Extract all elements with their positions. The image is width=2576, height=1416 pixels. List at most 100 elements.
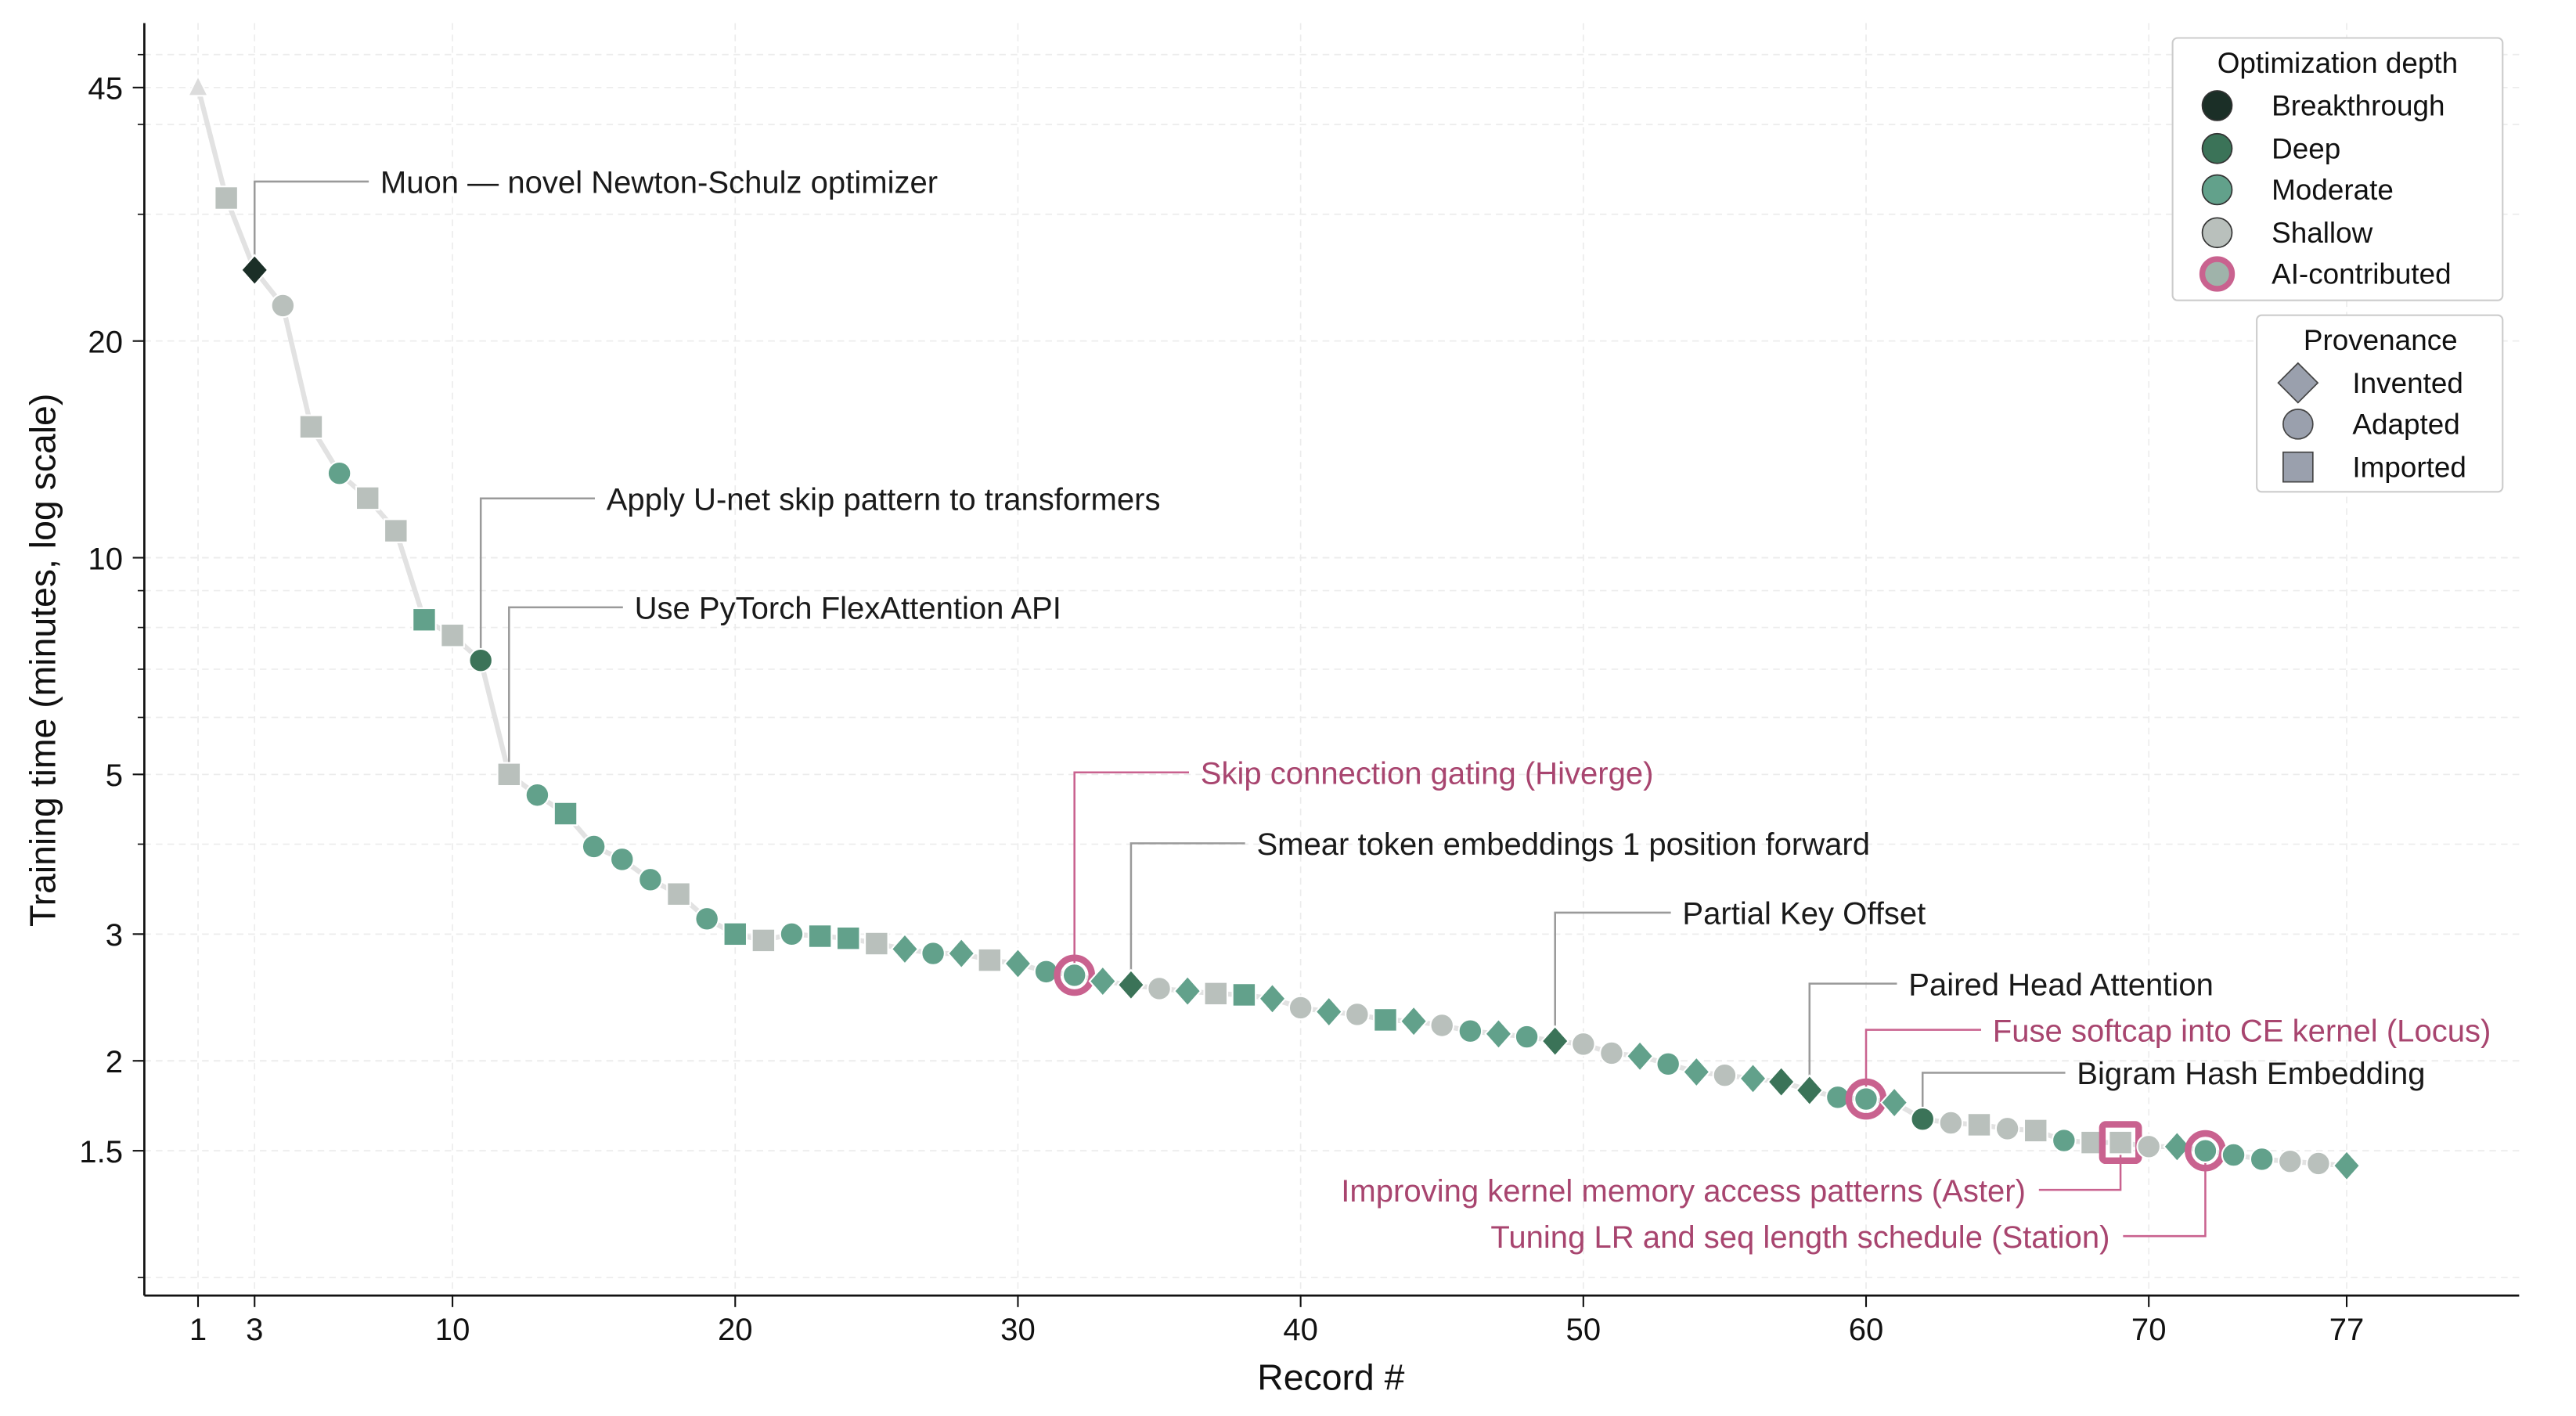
data-point-circle: [1514, 1024, 1540, 1050]
data-point-diamond: [1540, 1025, 1569, 1057]
legend-label: AI-contributed: [2272, 258, 2452, 290]
data-point-square: [384, 518, 409, 543]
annotation-label: Tuning LR and seq length schedule (Stati…: [1490, 1220, 2109, 1255]
data-point-diamond: [946, 937, 976, 970]
legend-label: Shallow: [2272, 217, 2373, 249]
annotations: Muon — novel Newton-Schulz optimizer Appl…: [253, 166, 2491, 1255]
x-axis-label: Record #: [1257, 1357, 1404, 1397]
y-tick-label: 3: [106, 918, 123, 953]
data-point-diamond: [240, 254, 269, 286]
data-point-circle: [1457, 1018, 1483, 1044]
annotation-label: Fuse softcap into CE kernel (Locus): [1993, 1014, 2491, 1048]
y-tick-label: 5: [106, 758, 123, 793]
data-point-square: [214, 186, 239, 211]
data-point-diamond: [1173, 975, 1202, 1007]
data-point-circle: [1910, 1106, 1936, 1132]
data-point-square: [666, 881, 691, 906]
data-point-circle: [468, 647, 494, 673]
y-tick-label: 20: [88, 325, 123, 359]
legend-provenance: Provenance Invented Adapted Imported: [2256, 314, 2504, 493]
x-tick-label: 70: [2131, 1313, 2167, 1347]
data-point-diamond: [2163, 1130, 2192, 1163]
x-tick-label: 77: [2329, 1313, 2365, 1347]
data-point-square: [355, 485, 380, 511]
data-point-circle: [1345, 1002, 1370, 1027]
annotation-leader: [1864, 1029, 1982, 1100]
data-point-square: [835, 925, 861, 951]
annotation-label: Partial Key Offset: [1682, 897, 1926, 931]
annotation-label: Improving kernel memory access patterns …: [1341, 1174, 2026, 1209]
x-tick-label: 3: [246, 1313, 263, 1347]
legend-marker-shallow: [2201, 217, 2233, 249]
data-point-circle: [609, 847, 635, 872]
data-point-square: [751, 928, 776, 953]
data-point-square: [722, 921, 748, 947]
legend-marker-circle: [2282, 409, 2314, 440]
data-point-triangle: [186, 74, 210, 97]
data-point-circle: [2306, 1151, 2331, 1176]
data-point-circle: [1571, 1032, 1596, 1057]
data-point-circle: [326, 460, 352, 486]
annotation-leader: [1129, 842, 1245, 985]
data-point-square: [977, 947, 1003, 973]
data-point-diamond: [1258, 982, 1287, 1015]
data-point-circle: [2221, 1142, 2246, 1168]
x-tick-label: 40: [1283, 1313, 1318, 1347]
data-point-circle: [1429, 1013, 1455, 1038]
data-point-square: [412, 607, 437, 632]
y-axis-label: Training time (minutes, log scale): [23, 394, 63, 927]
x-tick-label: 20: [718, 1313, 753, 1347]
grid: [144, 23, 2520, 1296]
data-point-diamond: [1879, 1086, 1909, 1119]
legend-label: Adapted: [2352, 409, 2459, 441]
ai-contributed-ring: [1054, 954, 1096, 996]
annotation-label: Paired Head Attention: [1908, 967, 2214, 1002]
x-tick-label: 30: [1000, 1313, 1036, 1347]
data-point-circle: [1854, 1086, 1879, 1112]
data-point-circle: [779, 921, 805, 947]
data-point-diamond: [1682, 1055, 1711, 1089]
data-point-circle: [524, 782, 550, 808]
annotation-label: Smear token embeddings 1 position forwar…: [1256, 827, 1870, 862]
annotation-leader: [508, 606, 623, 775]
annotation-label: Apply U-net skip pattern to transformers: [607, 482, 1161, 517]
data-point-circle: [2192, 1138, 2218, 1163]
annotation-label: Skip connection gating (Hiverge): [1201, 756, 1654, 791]
data-point-square: [298, 414, 324, 440]
data-point-circle: [2136, 1134, 2162, 1159]
annotation-leader: [1808, 982, 1897, 1090]
data-point-circle: [2277, 1148, 2303, 1174]
annotation-leader: [253, 180, 369, 270]
annotation-leader: [479, 497, 595, 661]
data-point-square: [2023, 1118, 2048, 1144]
data-point-diamond: [1767, 1065, 1796, 1098]
data-point-circle: [1599, 1040, 1624, 1066]
data-point-square: [1203, 981, 1229, 1007]
data-point-square: [1966, 1112, 1992, 1137]
x-tick-label: 60: [1849, 1313, 1884, 1347]
annotation-leader: [1921, 1072, 2066, 1119]
data-point-square: [807, 924, 833, 949]
x-tick-label: 10: [435, 1313, 470, 1347]
data-point-circle: [1994, 1116, 2020, 1141]
annotation-leader: [1554, 911, 1671, 1042]
legend-marker-moderate: [2201, 174, 2233, 206]
data-point-diamond: [1088, 964, 1118, 998]
data-point-circle: [1061, 963, 1087, 988]
data-point-square: [864, 931, 889, 957]
annotation-label: Use PyTorch FlexAttention API: [635, 592, 1061, 626]
data-point-square: [440, 622, 465, 648]
legend-marker-deep: [2201, 132, 2233, 164]
data-point-circle: [1288, 995, 1313, 1021]
legend-marker-square: [2282, 451, 2314, 483]
y-tick-label: 10: [88, 542, 123, 576]
data-point-diamond: [1003, 947, 1032, 980]
data-point-circle: [921, 941, 946, 966]
annotation-leader: [2123, 1151, 2207, 1238]
axes: [143, 23, 2520, 1297]
legend-title: Provenance: [2304, 324, 2458, 356]
legend-label: Moderate: [2272, 174, 2394, 206]
legend-marker-breakthrough: [2201, 90, 2233, 121]
annotation-leader: [1073, 771, 1189, 975]
